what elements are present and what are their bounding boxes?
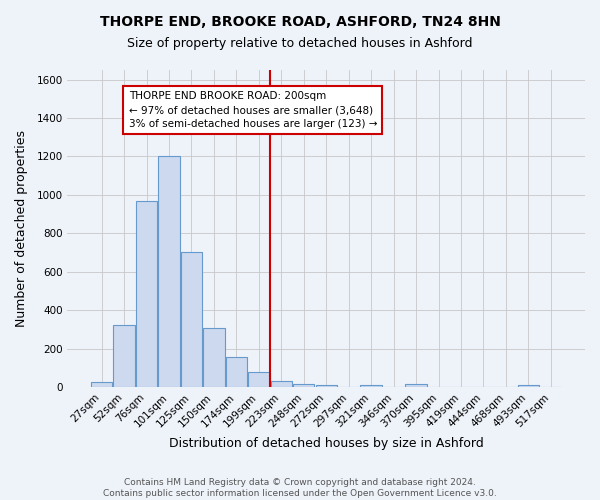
Text: Contains HM Land Registry data © Crown copyright and database right 2024.
Contai: Contains HM Land Registry data © Crown c… (103, 478, 497, 498)
Bar (248, 372, 269, 387)
Y-axis label: Number of detached properties: Number of detached properties (15, 130, 28, 327)
Bar (113, 324, 135, 387)
Bar (181, 252, 202, 387)
Text: THORPE END, BROOKE ROAD, ASHFORD, TN24 8HN: THORPE END, BROOKE ROAD, ASHFORD, TN24 8… (100, 15, 500, 29)
Bar (91, 382, 112, 387)
Bar (226, 357, 247, 387)
X-axis label: Distribution of detached houses by size in Ashford: Distribution of detached houses by size … (169, 437, 484, 450)
Bar (203, 328, 224, 387)
Bar (518, 385, 539, 387)
Bar (158, 156, 179, 387)
Bar (316, 385, 337, 387)
Text: Size of property relative to detached houses in Ashford: Size of property relative to detached ho… (127, 38, 473, 51)
Bar (361, 385, 382, 387)
Bar (406, 384, 427, 387)
Text: THORPE END BROOKE ROAD: 200sqm
← 97% of detached houses are smaller (3,648)
3% o: THORPE END BROOKE ROAD: 200sqm ← 97% of … (128, 91, 377, 129)
Bar (136, 200, 157, 387)
Bar (293, 384, 314, 387)
Bar (271, 381, 292, 387)
